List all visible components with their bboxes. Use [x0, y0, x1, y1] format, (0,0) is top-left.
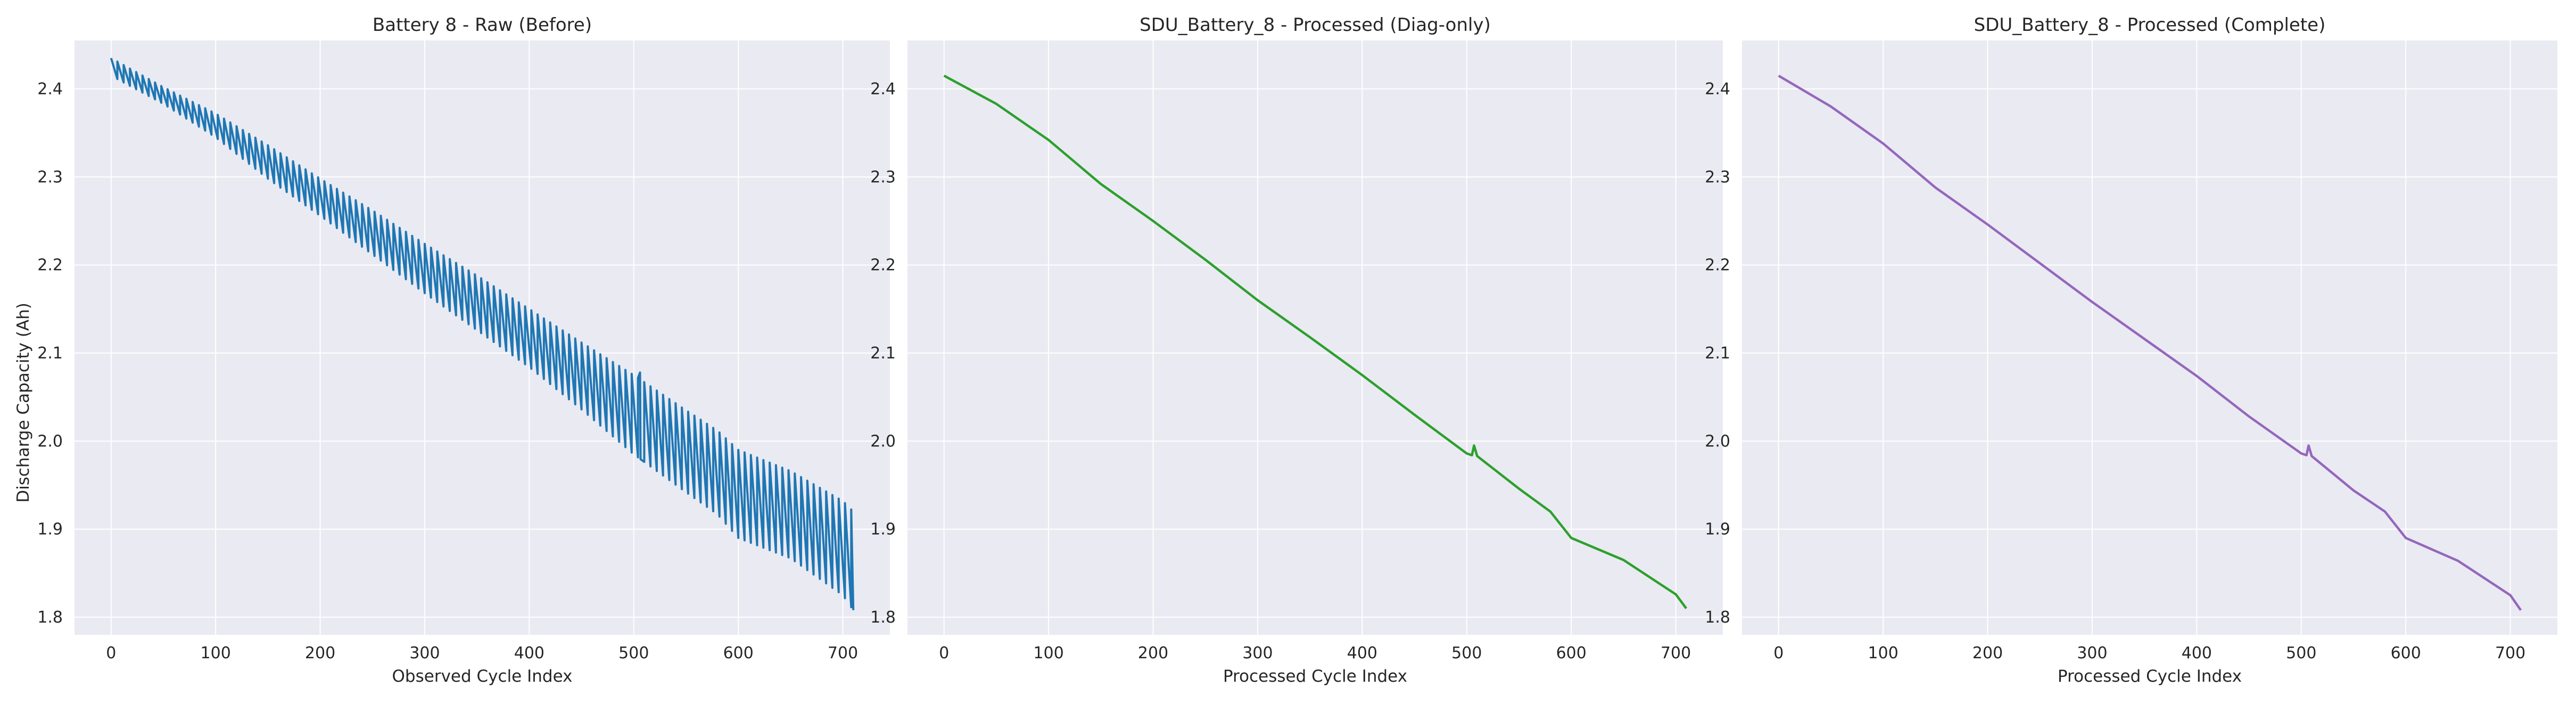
- y-tick-label: 2.1: [1705, 344, 1730, 363]
- x-tick-label: 300: [409, 644, 440, 663]
- x-tick-label: 600: [2391, 644, 2421, 663]
- panel-3: 0 100 200 300 400 500 600 700 1.8 1.9 2.0 2.1 2.2 2.3…: [1705, 14, 2557, 686]
- y-tick-label: 1.9: [1705, 520, 1730, 539]
- series-line: [110, 58, 855, 610]
- x-tick-label: 500: [2286, 644, 2316, 663]
- x-tick-label: 700: [828, 644, 858, 663]
- x-axis-label: Observed Cycle Index: [392, 667, 573, 686]
- y-tick-label: 2.1: [870, 344, 896, 363]
- y-tick-label: 2.3: [870, 168, 896, 186]
- x-tick-label: 700: [2495, 644, 2525, 663]
- x-tick-label: 200: [1138, 644, 1168, 663]
- figure-ylabel: Discharge Capacity (Ah): [14, 303, 33, 503]
- x-tick-label: 100: [1868, 644, 1898, 663]
- x-tick-label: 700: [1661, 644, 1691, 663]
- y-tick-label: 1.9: [870, 520, 896, 539]
- plot-background: [75, 40, 890, 635]
- x-tick-label: 600: [723, 644, 754, 663]
- x-tick-label: 500: [1451, 644, 1482, 663]
- y-tick-label: 2.3: [1705, 168, 1730, 186]
- x-tick-label: 500: [618, 644, 649, 663]
- panel-title: Battery 8 - Raw (Before): [373, 14, 592, 36]
- x-tick-label: 600: [1556, 644, 1587, 663]
- x-tick-label: 100: [201, 644, 231, 663]
- plot-background: [907, 40, 1723, 635]
- x-tick-label: 300: [1242, 644, 1273, 663]
- panels: 0 100 200 300 400 500 600 700 1.8 1.9 2.0 2.1 2.2 2.3…: [37, 14, 2557, 686]
- series-line: [1778, 75, 2522, 611]
- panel-2: 0 100 200 300 400 500 600 700 1.8 1.9 2.0 2.1 2.2 2.3…: [870, 14, 1723, 686]
- y-tick-label: 2.3: [37, 168, 63, 186]
- series-line: [943, 75, 1688, 609]
- y-tick-label: 2.4: [1705, 80, 1730, 99]
- y-tick-label: 2.2: [37, 256, 63, 275]
- x-tick-label: 100: [1034, 644, 1064, 663]
- y-tick-label: 2.0: [1705, 432, 1730, 451]
- x-tick-label: 400: [2182, 644, 2212, 663]
- x-axis-label: Processed Cycle Index: [1223, 667, 1407, 686]
- y-tick-label: 1.8: [37, 608, 63, 627]
- x-tick-label: 400: [514, 644, 544, 663]
- y-tick-label: 2.0: [870, 432, 896, 451]
- y-tick-label: 1.8: [870, 608, 896, 627]
- y-tick-label: 2.2: [870, 256, 896, 275]
- x-tick-label: 200: [305, 644, 335, 663]
- y-tick-label: 2.0: [37, 432, 63, 451]
- y-tick-label: 2.1: [37, 344, 63, 363]
- y-tick-label: 2.4: [870, 80, 896, 99]
- y-tick-label: 2.2: [1705, 256, 1730, 275]
- x-tick-label: 400: [1347, 644, 1377, 663]
- y-tick-label: 1.9: [37, 520, 63, 539]
- panel-title: SDU_Battery_8 - Processed (Diag-only): [1140, 14, 1491, 36]
- x-tick-label: 200: [1972, 644, 2003, 663]
- panel-1: 0 100 200 300 400 500 600 700 1.8 1.9 2.0 2.1 2.2 2.3…: [37, 14, 890, 686]
- y-tick-label: 1.8: [1705, 608, 1730, 627]
- panel-title: SDU_Battery_8 - Processed (Complete): [1974, 14, 2326, 36]
- x-tick-label: 0: [106, 644, 116, 663]
- x-axis-label: Processed Cycle Index: [2058, 667, 2242, 686]
- y-tick-label: 2.4: [37, 80, 63, 99]
- x-tick-label: 0: [939, 644, 949, 663]
- x-tick-label: 0: [1773, 644, 1784, 663]
- x-tick-label: 300: [2077, 644, 2107, 663]
